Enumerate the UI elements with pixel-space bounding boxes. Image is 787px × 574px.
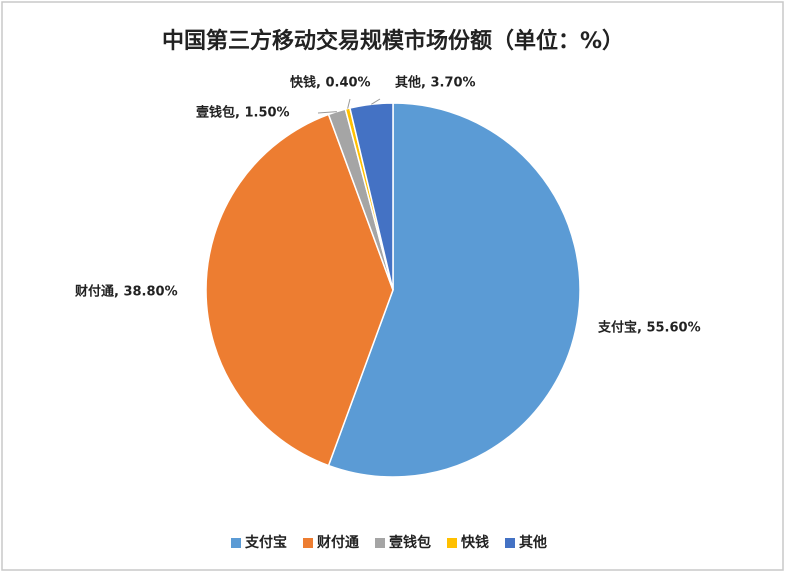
legend-label: 快钱 [461,534,489,551]
legend-swatch [375,538,385,548]
legend-label: 财付通 [316,534,359,551]
leader-line [371,98,381,105]
legend-label: 壹钱包 [389,534,431,551]
data-label: 支付宝, 55.60% [597,320,701,336]
data-label: 壹钱包, 1.50% [196,105,290,121]
data-label: 快钱, 0.40% [290,75,371,91]
legend-swatch [303,538,313,548]
legend-swatch [447,538,457,548]
chart-title: 中国第三方移动交易规模市场份额（单位：%） [162,28,624,54]
leader-line [347,98,351,109]
pie-slice [205,113,394,467]
legend-swatch [505,538,515,548]
data-label: 其他, 3.70% [395,75,476,91]
leader-line [317,111,337,114]
data-label: 财付通, 38.80% [75,284,178,300]
pie-slice [349,102,394,291]
legend-label: 其他 [519,534,547,551]
legend-label: 支付宝 [244,534,287,551]
legend-swatch [231,538,241,548]
pie-slice [327,102,581,478]
